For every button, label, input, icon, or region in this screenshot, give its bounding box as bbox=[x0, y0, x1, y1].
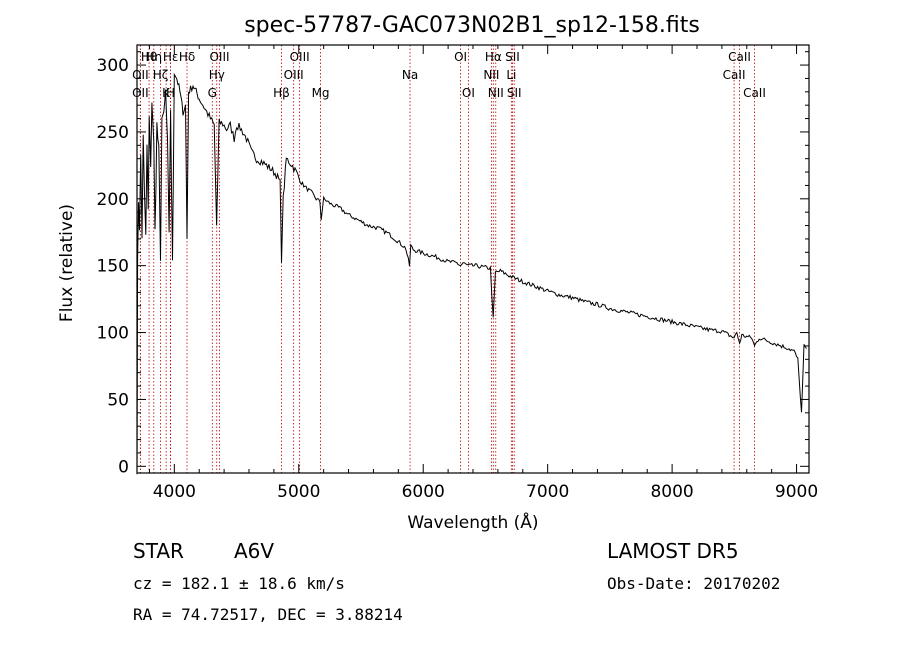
x-tick-label: 8000 bbox=[650, 482, 693, 502]
spectrum-line bbox=[136, 72, 807, 475]
reference-line-label: NII bbox=[488, 86, 504, 100]
reference-line-label: Hζ bbox=[153, 68, 169, 82]
reference-line-label: Hβ bbox=[273, 86, 290, 100]
y-tick-label: 50 bbox=[107, 390, 129, 410]
reference-line-label: Hγ bbox=[209, 68, 225, 82]
reference-line-label: OII bbox=[132, 86, 149, 100]
y-axis-label: Flux (relative) bbox=[57, 204, 77, 322]
reference-line-label: SII bbox=[505, 50, 520, 64]
reference-line-label: OI bbox=[454, 50, 467, 64]
y-axis: 0 50 100 150 200 250 300 bbox=[97, 51, 809, 477]
reference-line-label: OIII bbox=[290, 50, 310, 64]
plot-frame bbox=[136, 44, 810, 474]
reference-line-label: H bbox=[166, 86, 175, 100]
x-tick-label: 9000 bbox=[775, 482, 818, 502]
reference-line-label: CaII bbox=[723, 68, 746, 82]
reference-line-label: Hα bbox=[485, 50, 502, 64]
coordinates: RA = 74.72517, DEC = 3.88214 bbox=[133, 605, 403, 624]
reference-line-label: Hη bbox=[145, 50, 162, 64]
reference-line-label: Mg bbox=[312, 86, 330, 100]
reference-line-label: CaII bbox=[728, 50, 751, 64]
reference-line-label: SII bbox=[507, 86, 522, 100]
reference-line-label: OIII bbox=[209, 50, 229, 64]
y-tick-label: 200 bbox=[97, 190, 129, 210]
observation-date: Obs-Date: 20170202 bbox=[607, 574, 780, 593]
chart-title: spec-57787-GAC073N02B1_sp12-158.fits bbox=[244, 13, 700, 38]
reference-line-label: G bbox=[208, 86, 217, 100]
y-tick-label: 300 bbox=[97, 56, 129, 76]
reference-line-label: OIII bbox=[284, 68, 304, 82]
reference-line-label: K bbox=[162, 86, 171, 100]
redshift-info: cz = 182.1 ± 18.6 km/s bbox=[133, 574, 345, 593]
reference-line-label: OII bbox=[132, 68, 149, 82]
x-tick-label: 7000 bbox=[526, 482, 569, 502]
x-tick-label: 5000 bbox=[277, 482, 320, 502]
x-tick-label: 6000 bbox=[402, 482, 445, 502]
reference-lines bbox=[139, 45, 755, 473]
x-tick-label: 4000 bbox=[153, 482, 196, 502]
x-axis-label: Wavelength (Å) bbox=[407, 511, 538, 533]
reference-line-label: Hθ bbox=[141, 50, 157, 64]
y-tick-label: 250 bbox=[97, 123, 129, 143]
reference-line-label: Na bbox=[402, 68, 418, 82]
survey-name: LAMOST DR5 bbox=[607, 539, 739, 563]
x-axis: 4000 5000 6000 7000 8000 9000 bbox=[148, 45, 818, 502]
reference-line-label: Hε bbox=[163, 50, 179, 64]
reference-line-label: OI bbox=[462, 86, 475, 100]
y-tick-label: 150 bbox=[97, 257, 129, 277]
y-tick-label: 100 bbox=[97, 324, 129, 344]
y-tick-label: 0 bbox=[118, 457, 129, 477]
reference-line-label: NII bbox=[483, 68, 499, 82]
reference-line-label: CaII bbox=[743, 86, 766, 100]
object-subclass: A6V bbox=[234, 539, 274, 563]
object-class: STAR bbox=[133, 539, 184, 563]
reference-line-labels: Hθ OII OII Hη Hζ Hε KH Hδ OIII Hγ G Hβ OIII OIII Mg Na O… bbox=[132, 50, 766, 100]
reference-line-label: Li bbox=[506, 68, 516, 82]
reference-line-label: Hδ bbox=[179, 50, 195, 64]
